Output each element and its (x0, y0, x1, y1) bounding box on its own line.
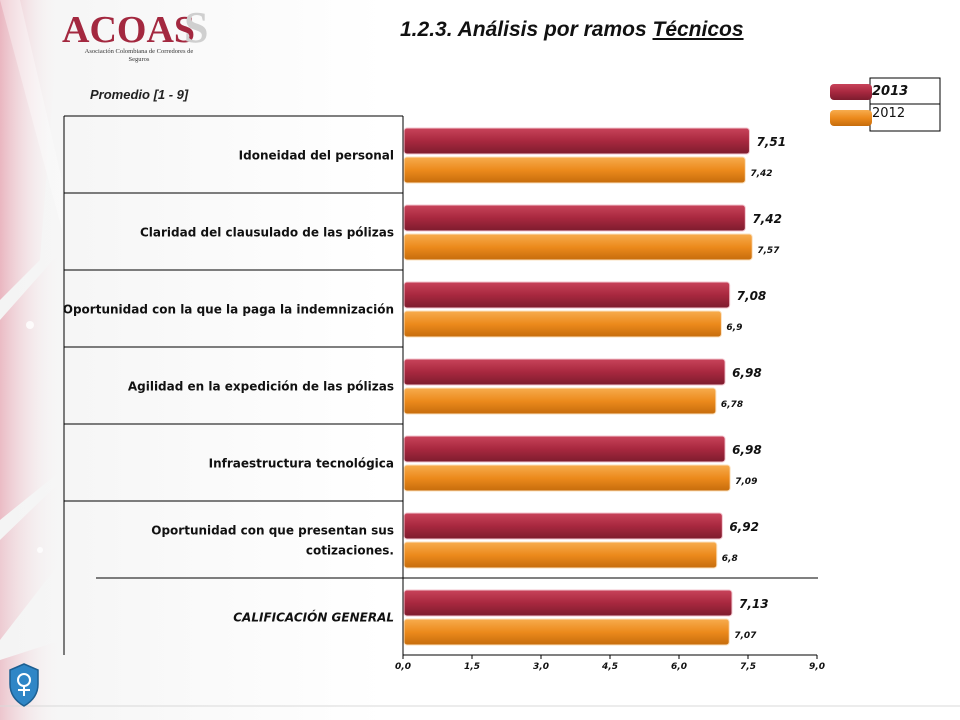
shield-emblem-icon (9, 663, 39, 707)
category-label: Agilidad en la expedición de las pólizas (128, 380, 394, 394)
data-label-2013: 6,98 (732, 443, 762, 457)
bar-2013 (403, 127, 750, 155)
legend-label-2013: 2013 (872, 84, 908, 99)
x-tick-label: 0,0 (395, 662, 411, 672)
data-label-2012: 7,07 (734, 631, 757, 641)
bar-2012 (403, 310, 722, 338)
data-label-2012: 6,78 (721, 400, 743, 410)
category-label: Oportunidad con que presentan sus (151, 524, 394, 538)
category-label: cotizaciones. (306, 544, 394, 558)
bar-2013 (403, 589, 733, 617)
bar-2013 (403, 204, 746, 232)
page-title: 1.2.3. Análisis por ramos Técnicos (400, 18, 744, 42)
x-tick-label: 7,5 (740, 662, 756, 672)
logo-s-mark: S (184, 3, 209, 52)
legend-swatch-2012 (830, 110, 872, 126)
legend-label-2012: 2012 (872, 106, 905, 121)
bar-2012 (403, 387, 717, 415)
x-tick-label: 3,0 (533, 662, 549, 672)
bar-2013 (403, 358, 726, 386)
bar-2013 (403, 281, 731, 309)
data-label-2013: 7,42 (752, 212, 782, 226)
data-label-2013: 7,08 (737, 289, 767, 303)
data-label-2012: 6,8 (722, 554, 738, 564)
data-label-2013: 6,98 (732, 366, 762, 380)
x-tick-label: 6,0 (671, 662, 687, 672)
data-label-2012: 7,57 (757, 246, 780, 256)
category-label: Claridad del clausulado de las pólizas (140, 226, 394, 240)
logo-subtitle: Asociación Colombiana de Corredores de S… (84, 48, 194, 63)
bar-2012 (403, 233, 753, 261)
legend-swatch-2013 (830, 84, 872, 100)
data-label-2013: 7,51 (756, 135, 786, 149)
bar-2012 (403, 464, 731, 492)
data-label-2013: 6,92 (729, 520, 759, 534)
category-label: Infraestructura tecnológica (209, 457, 394, 471)
data-label-2012: 7,42 (750, 169, 772, 179)
data-label-2013: 7,13 (739, 597, 769, 611)
category-label: CALIFICACIÓN GENERAL (233, 610, 394, 625)
data-label-2012: 7,09 (735, 477, 757, 487)
bar-2013 (403, 435, 726, 463)
bar-2012 (403, 541, 718, 569)
x-tick-label: 4,5 (601, 662, 618, 672)
chart-subtitle: Promedio [1 - 9] (90, 87, 189, 102)
x-tick-label: 1,5 (464, 662, 480, 672)
bar-2012 (403, 156, 746, 184)
data-label-2012: 6,9 (726, 323, 742, 333)
acoas-logo: ACOAS S Asociación Colombiana de Corredo… (62, 3, 222, 70)
page-title-prefix: 1.2.3. Análisis por ramos (400, 18, 653, 41)
x-tick-label: 9,0 (809, 662, 825, 672)
page-title-underlined: Técnicos (652, 18, 744, 41)
bar-2012 (403, 618, 730, 646)
category-label: Idoneidad del personal (239, 149, 394, 163)
bar-2013 (403, 512, 723, 540)
category-label: Oportunidad con la que la paga la indemn… (63, 303, 394, 317)
logo-text: ACOAS (62, 9, 196, 51)
